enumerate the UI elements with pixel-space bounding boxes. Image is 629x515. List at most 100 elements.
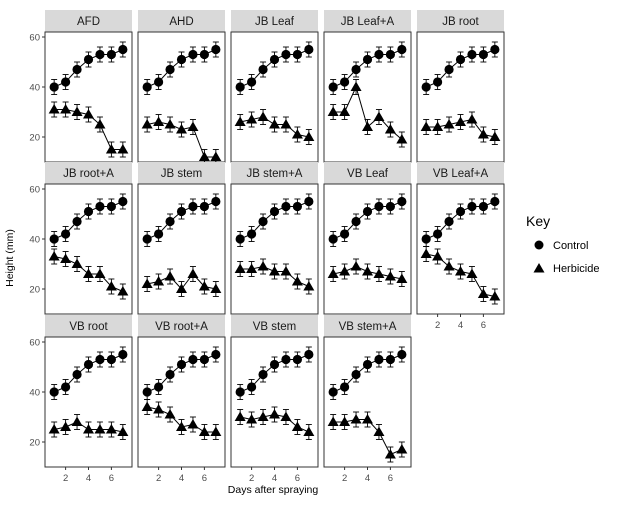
control-point [362, 54, 373, 65]
facet-panel: JB Leaf+A [323, 10, 412, 163]
control-point [258, 216, 268, 227]
herbicide-point [466, 268, 478, 278]
herbicide-point [117, 144, 129, 154]
facet-panel: JB stem+A [230, 162, 319, 315]
control-point [83, 359, 94, 370]
control-point [61, 77, 71, 87]
control-point [397, 44, 407, 55]
x-tick-label: 2 [156, 473, 161, 484]
control-point [292, 201, 302, 212]
control-point [106, 354, 116, 365]
herbicide-point [350, 414, 362, 424]
herbicide-point [187, 268, 199, 278]
control-point [235, 234, 245, 244]
facet-panel: VB root+A 2 4 6 [137, 315, 226, 484]
control-point [49, 234, 59, 244]
herbicide-point [373, 111, 385, 121]
facet-title: VB stem+A [339, 321, 397, 333]
herbicide-point [234, 411, 246, 421]
control-point [211, 196, 221, 207]
control-point [49, 387, 59, 397]
herbicide-point [477, 129, 489, 139]
herbicide-point [477, 288, 489, 298]
herbicide-point [198, 426, 210, 436]
facet-title: AFD [77, 16, 100, 28]
herbicide-point [443, 261, 455, 271]
control-point [95, 354, 105, 365]
herbicide-point [176, 124, 187, 134]
herbicide-point [48, 104, 60, 114]
herbicide-point [362, 414, 373, 424]
herbicide-point [198, 281, 210, 291]
facet-strip [45, 162, 132, 184]
facet-panel: JB root+A 20 40 60 [29, 162, 133, 315]
control-point [478, 49, 488, 60]
facet-title: VB Leaf+A [433, 168, 489, 180]
legend: Key Control Herbicide [526, 213, 599, 275]
facet-strip [417, 162, 504, 184]
x-tick-label: 4 [179, 473, 184, 484]
facet-title: VB root+A [155, 321, 208, 333]
herbicide-point [164, 409, 176, 419]
control-point [106, 201, 116, 212]
y-tick-label: 40 [29, 235, 40, 246]
herbicide-point [396, 134, 408, 144]
herbicide-point [455, 116, 466, 126]
control-point [421, 234, 431, 244]
x-tick-label: 6 [481, 320, 486, 331]
facet-panel: AHD [137, 10, 226, 165]
x-tick-label: 6 [109, 473, 114, 484]
control-point [83, 206, 94, 217]
control-point [142, 387, 152, 397]
herbicide-point [280, 119, 292, 129]
facet-title: VB Leaf [347, 168, 389, 180]
control-point [176, 206, 187, 217]
herbicide-point [94, 268, 106, 278]
control-point [118, 349, 128, 360]
herbicide-point [280, 266, 292, 276]
control-point [106, 49, 116, 60]
control-point [374, 201, 384, 212]
facet-strip [138, 10, 225, 32]
herbicide-point [141, 401, 153, 411]
control-point [292, 354, 302, 365]
legend-control-marker [534, 240, 544, 250]
x-tick-label: 6 [202, 473, 207, 484]
control-point [351, 369, 361, 380]
y-tick-label: 20 [29, 133, 40, 144]
facet-title: JB root [442, 16, 479, 28]
herbicide-point [443, 119, 455, 129]
herbicide-point [257, 411, 269, 421]
legend-control-label: Control [553, 240, 588, 252]
control-point [328, 234, 338, 244]
herbicide-point [384, 449, 396, 459]
herbicide-point [373, 268, 385, 278]
facet-panel: JB stem [137, 162, 226, 315]
x-tick-label: 2 [249, 473, 254, 484]
control-point [176, 359, 187, 370]
control-point [199, 354, 209, 365]
herbicide-point [339, 106, 351, 116]
facet-title: AHD [169, 16, 193, 28]
herbicide-point [303, 426, 315, 436]
control-point [281, 201, 291, 212]
facet-strip [417, 10, 504, 32]
herbicide-point [153, 404, 165, 414]
herbicide-point [71, 258, 83, 268]
herbicide-point [327, 416, 339, 426]
herbicide-point [83, 109, 94, 119]
legend-herbicide-marker [533, 263, 545, 273]
control-point [269, 359, 280, 370]
y-tick-label: 60 [29, 338, 40, 349]
herbicide-point [432, 121, 444, 131]
control-point [362, 206, 373, 217]
facet-strip [324, 315, 411, 337]
control-point [433, 229, 443, 239]
herbicide-point [466, 114, 478, 124]
control-point [304, 44, 314, 55]
facet-panel: VB root 20 40 60 2 4 6 [29, 315, 133, 484]
facet-panel: VB stem+A 2 4 6 [323, 315, 412, 484]
herbicide-point [117, 426, 129, 436]
facet-panels: AFD 20 40 60 AHD JB Leaf JB Leaf+A JB root JB ro… [29, 10, 505, 484]
